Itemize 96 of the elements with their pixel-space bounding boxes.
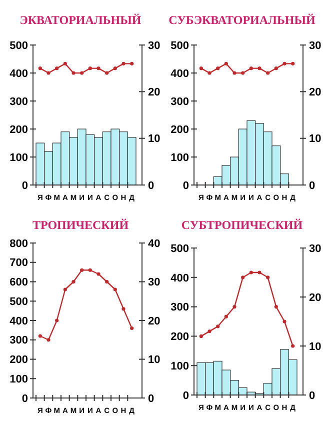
- point: [232, 71, 236, 75]
- point: [241, 71, 245, 75]
- chart-title: СУБЭКВАТОРИАЛЬНЫЙ: [168, 13, 316, 27]
- point: [113, 66, 117, 70]
- point: [72, 71, 76, 75]
- chart-title: ЭКВАТОРИАЛЬНЫЙ: [20, 13, 142, 27]
- point: [96, 66, 100, 70]
- point: [216, 66, 220, 70]
- y2-tick-label: 20: [309, 86, 322, 99]
- point: [80, 268, 84, 272]
- point: [122, 307, 126, 311]
- point: [241, 276, 245, 280]
- point: [232, 305, 236, 309]
- y2-tick-label: 20: [309, 292, 322, 304]
- y-tick-label: 200: [10, 354, 28, 366]
- y-tick-label: 400: [10, 315, 28, 328]
- point: [38, 66, 42, 70]
- y-tick-label: 300: [170, 96, 189, 108]
- point: [266, 71, 270, 75]
- point: [130, 62, 134, 66]
- point: [80, 71, 84, 75]
- point: [46, 71, 50, 75]
- y-tick-label: 500: [10, 40, 28, 52]
- point: [96, 272, 100, 276]
- point: [46, 338, 50, 342]
- point: [274, 66, 278, 70]
- y-tick-label: 100: [10, 152, 28, 164]
- point: [63, 62, 67, 66]
- point: [249, 270, 253, 274]
- point: [55, 318, 59, 322]
- y-tick-label: 100: [170, 152, 189, 164]
- y-tick-label: 100: [170, 360, 189, 372]
- y2-tick-label: 0: [309, 180, 316, 192]
- y2-tick-label: 30: [309, 242, 322, 255]
- point: [224, 62, 228, 66]
- point: [291, 62, 295, 66]
- point: [130, 326, 134, 330]
- y-tick-label: 400: [170, 272, 189, 284]
- point: [105, 71, 109, 75]
- chart-title: ТРОПИЧЕСКИЙ: [32, 218, 130, 232]
- point: [249, 66, 253, 70]
- point: [122, 62, 126, 66]
- y-tick-label: 200: [170, 124, 189, 136]
- point: [72, 280, 76, 284]
- point: [258, 66, 262, 70]
- point: [38, 334, 42, 338]
- y-tick-label: 0: [182, 180, 189, 192]
- point: [266, 276, 270, 280]
- point: [208, 71, 212, 75]
- y-tick-label: 100: [10, 373, 28, 386]
- point: [216, 324, 220, 328]
- y-tick-label: 300: [10, 96, 28, 108]
- y-tick-label: 600: [10, 276, 28, 289]
- point: [88, 268, 92, 272]
- y-tick-label: 300: [10, 334, 28, 347]
- y2-tick-label: 40: [148, 238, 160, 250]
- y-tick-label: 700: [10, 257, 28, 270]
- point: [208, 330, 212, 334]
- y2-tick-label: 30: [148, 276, 160, 289]
- y-tick-label: 400: [10, 68, 28, 80]
- y-tick-label: 0: [22, 180, 28, 192]
- point: [224, 314, 228, 318]
- point: [105, 280, 109, 284]
- y-tick-label: 800: [10, 238, 28, 250]
- y-tick-label: 500: [170, 242, 189, 255]
- y-tick-label: 200: [170, 331, 189, 344]
- chart-title: СУБТРОПИЧЕСКИЙ: [181, 218, 304, 232]
- point: [282, 62, 286, 66]
- y-tick-label: 0: [22, 392, 28, 405]
- y-tick-label: 500: [170, 40, 189, 52]
- y2-tick-label: 0: [148, 392, 154, 405]
- y2-tick-label: 20: [148, 86, 160, 99]
- y2-tick-label: 10: [309, 340, 322, 353]
- y-tick-label: 0: [182, 390, 189, 402]
- point: [63, 288, 67, 292]
- point: [282, 320, 286, 324]
- y2-tick-label: 20: [148, 315, 160, 328]
- point: [258, 270, 262, 274]
- y2-tick-label: 30: [309, 40, 322, 52]
- point: [113, 288, 117, 292]
- y-tick-label: 500: [10, 296, 28, 308]
- point: [199, 66, 203, 70]
- y2-tick-label: 0: [148, 180, 154, 192]
- point: [199, 334, 203, 338]
- point: [291, 344, 295, 348]
- y-tick-label: 400: [170, 68, 189, 80]
- y-tick-label: 300: [170, 302, 189, 314]
- y2-tick-label: 10: [309, 133, 322, 146]
- y2-tick-label: 10: [148, 354, 160, 366]
- y2-tick-label: 0: [309, 390, 316, 402]
- y2-tick-label: 30: [148, 40, 160, 52]
- point: [274, 305, 278, 309]
- y-tick-label: 200: [10, 124, 28, 136]
- y2-tick-label: 10: [148, 133, 160, 146]
- point: [88, 66, 92, 70]
- point: [55, 66, 59, 70]
